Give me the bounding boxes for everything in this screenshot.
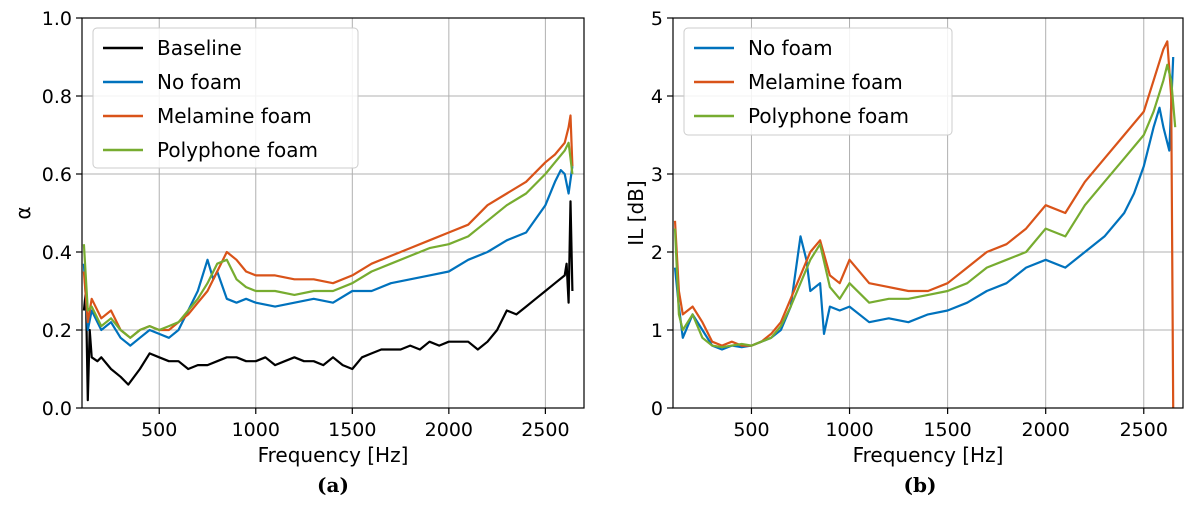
series-line-no-foam — [82, 166, 574, 347]
series-line-baseline — [82, 200, 574, 402]
legend-entry: Melamine foam — [748, 70, 903, 94]
y-tick-label: 0 — [651, 398, 663, 420]
y-tick-label: 0.8 — [42, 86, 72, 108]
legend-entry: Baseline — [157, 36, 242, 60]
panel-b: 500 1000 1500 2000 2500 0 1 2 3 4 5 Frequency [Hz] I… — [624, 8, 1184, 497]
series-line-melamine-foam — [673, 40, 1175, 408]
x-tick-label: 1000 — [825, 419, 873, 441]
y-tick-label: 1.0 — [42, 8, 72, 30]
axes-frame — [81, 17, 585, 409]
y-tick-label: 4 — [651, 86, 663, 108]
y-tick-label: 1 — [651, 320, 663, 342]
x-tick-label: 2500 — [521, 419, 569, 441]
y-axis-label: α — [11, 206, 35, 219]
y-axis-label: IL [dB] — [624, 180, 648, 245]
x-tick-label: 2000 — [425, 419, 473, 441]
y-tick-label: 0.0 — [42, 398, 72, 420]
panel-a: 500 1000 1500 2000 2500 0.0 0.2 0.4 0.6 0.8 1.0 Fre… — [11, 8, 585, 497]
series-line-polyphone-foam — [673, 63, 1177, 349]
x-tick-label: 1000 — [232, 419, 280, 441]
legend-entry: Polyphone foam — [748, 104, 909, 128]
y-tick-label: 0.4 — [42, 242, 72, 264]
x-tick-label: 1500 — [328, 419, 376, 441]
x-tick-label: 2500 — [1120, 419, 1168, 441]
legend — [683, 27, 953, 136]
y-tick-label: 0.6 — [42, 164, 72, 186]
legend — [92, 27, 359, 169]
y-tick-label: 0.2 — [42, 320, 72, 342]
x-tick-label: 2000 — [1022, 419, 1070, 441]
legend-entry: No foam — [748, 36, 833, 60]
legend-entry: Polyphone foam — [157, 138, 318, 162]
y-tick-label: 5 — [651, 8, 663, 30]
series-line-polyphone-foam — [82, 141, 574, 339]
x-tick-label: 500 — [141, 419, 177, 441]
y-tick-label: 3 — [651, 164, 663, 186]
x-tick-label: 500 — [733, 419, 769, 441]
legend-entry: No foam — [157, 70, 242, 94]
x-axis-label: Frequency [Hz] — [853, 443, 1004, 467]
x-tick-label: 1500 — [923, 419, 971, 441]
axes-frame — [672, 17, 1184, 409]
legend-entry: Melamine foam — [157, 104, 312, 128]
y-tick-label: 2 — [651, 242, 663, 264]
x-axis-label: Frequency [Hz] — [258, 443, 409, 467]
panel-caption: (a) — [317, 473, 349, 497]
panel-caption: (b) — [904, 473, 937, 497]
